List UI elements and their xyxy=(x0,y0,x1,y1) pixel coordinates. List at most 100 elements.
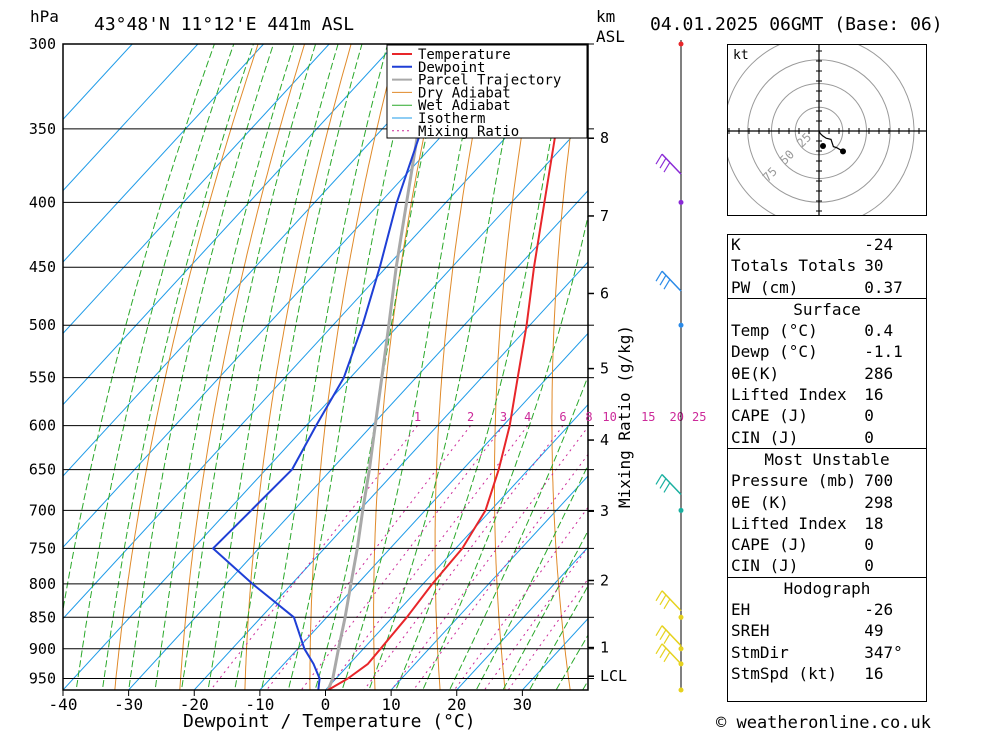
section-title: Surface xyxy=(727,297,927,321)
index-label: CAPE (J) xyxy=(731,406,809,426)
legend-entry: Parcel Trajectory xyxy=(418,73,561,89)
dry-adiabat-line xyxy=(244,44,352,690)
index-value: 0.37 xyxy=(864,277,903,297)
hodograph-trace xyxy=(818,130,844,152)
wind-level-dot xyxy=(678,614,684,620)
temperature-tick-labels: -40 -30 -20 -10 0 10 20 30 xyxy=(49,690,532,714)
mixing-ratio-line xyxy=(453,506,588,690)
wind-barb-shaft xyxy=(661,590,682,612)
index-label: Totals Totals xyxy=(731,256,857,276)
asl-unit-label: ASL xyxy=(596,27,625,46)
indices-row: PW (cm) 0.37 xyxy=(727,277,927,299)
wind-barb-flag xyxy=(659,647,667,659)
pressure-tick-labels: 300 350 400 450 500 550 600 650 700 750 800 850 900 9… xyxy=(29,35,56,688)
wind-barb-shaft xyxy=(661,270,682,292)
indices-row: CAPE (J) 0 xyxy=(727,405,927,426)
indices-section-header: Hodograph xyxy=(727,576,927,600)
x-tick-label: -20 xyxy=(180,695,209,714)
dry-adiabat-line xyxy=(956,44,1000,693)
indices-row: θE (K) 298 xyxy=(727,492,927,513)
mixing-ratio-line xyxy=(483,546,588,690)
isotherm-line xyxy=(324,403,588,690)
pressure-tick-label: 650 xyxy=(29,461,56,479)
mixing-ratio-line xyxy=(210,425,418,690)
wet-adiabat-line xyxy=(63,44,215,613)
index-value: 16 xyxy=(864,663,884,683)
km-tick-label: 8 xyxy=(600,129,609,147)
wind-barb-flag xyxy=(659,478,667,489)
pressure-tick-label: 750 xyxy=(29,539,56,557)
index-label: Lifted Index xyxy=(731,513,847,533)
wind-barb-flag xyxy=(663,633,671,645)
index-label: CIN (J) xyxy=(731,556,799,576)
index-label: StmSpd (kt) xyxy=(731,663,837,683)
isotherm-line xyxy=(63,44,396,406)
index-value: 286 xyxy=(864,363,894,383)
index-label: Lifted Index xyxy=(731,385,847,405)
pressure-tick-label: 600 xyxy=(29,417,56,435)
wind-level-dot xyxy=(678,199,684,205)
index-value: 0 xyxy=(864,556,874,576)
wet-adiabat-line xyxy=(207,44,339,690)
indices-row: Dewp (°C) -1.1 xyxy=(727,341,927,362)
sounding-profiles xyxy=(212,44,573,690)
isotherm-line xyxy=(63,44,330,335)
index-value: 49 xyxy=(864,621,884,641)
hodograph-unit-label: kt xyxy=(733,48,749,63)
pressure-tick-label: 850 xyxy=(29,608,56,626)
wet-adiabat-line xyxy=(101,44,254,690)
isotherm-line xyxy=(63,44,527,549)
indices-row: Lifted Index 18 xyxy=(727,513,927,534)
indices-row: Totals Totals 30 xyxy=(727,255,927,276)
dry-adiabat-line xyxy=(551,44,585,690)
index-value: 347° xyxy=(864,642,903,662)
x-axis-title: Dewpoint / Temperature (°C) xyxy=(183,711,476,732)
indices-row: SREH 49 xyxy=(727,620,927,641)
height-km-axis: 8 7 6 5 4 3 2 1 LCL xyxy=(588,129,627,685)
hodograph-ring-label: 75 xyxy=(760,164,780,184)
wind-level-dot xyxy=(678,661,684,667)
mixing-ratio-value-label: 1 xyxy=(414,410,421,424)
wind-barb-shaft xyxy=(661,153,682,175)
isotherm-line xyxy=(63,44,461,477)
pressure-tick-label: 950 xyxy=(29,670,56,688)
x-tick-label: -30 xyxy=(114,695,143,714)
indices-row: CIN (J) 0 xyxy=(727,555,927,577)
pressure-tick-label: 350 xyxy=(29,120,56,138)
index-value: 18 xyxy=(864,513,884,533)
mixing-ratio-line xyxy=(412,453,588,690)
legend-box xyxy=(386,44,588,139)
wind-level-dot xyxy=(678,646,684,652)
x-tick-label: 30 xyxy=(513,695,532,714)
mixing-ratio-value-label: 8 xyxy=(585,410,592,424)
parcel-trajectory-profile xyxy=(326,44,436,690)
index-value: 0.4 xyxy=(864,321,894,341)
wet-adiabat-line xyxy=(234,44,363,690)
index-value: -24 xyxy=(864,235,894,254)
isotherm-line xyxy=(193,261,588,690)
wind-barb-flag xyxy=(655,643,663,655)
pressure-tick-label: 900 xyxy=(29,640,56,658)
wet-adiabat-line xyxy=(75,44,235,690)
index-label: θE(K) xyxy=(731,363,780,383)
index-label: Pressure (mb) xyxy=(731,471,857,491)
isotherm-line xyxy=(63,44,199,192)
indices-row: StmSpd (kt) 16 xyxy=(727,663,927,684)
wet-adiabat-line xyxy=(368,44,523,690)
legend-entry: Wet Adiabat xyxy=(418,98,511,114)
mixing-ratio-value-label: 20 xyxy=(669,410,683,424)
index-value: 0 xyxy=(864,535,874,555)
pressure-tick-label: 550 xyxy=(29,369,56,387)
wind-barb-flag xyxy=(655,590,663,602)
legend-entry: Mixing Ratio xyxy=(418,124,519,140)
indices-row: EH -26 xyxy=(727,599,927,620)
km-unit-label: km xyxy=(596,7,615,26)
wind-barb-flag xyxy=(663,598,671,610)
index-value: 298 xyxy=(864,492,894,512)
wind-barb-flag xyxy=(655,625,663,637)
index-value: 0 xyxy=(864,427,874,447)
dewpoint-profile xyxy=(212,44,540,690)
isotherm-line xyxy=(259,332,588,690)
dry-adiabat-line xyxy=(179,44,306,690)
